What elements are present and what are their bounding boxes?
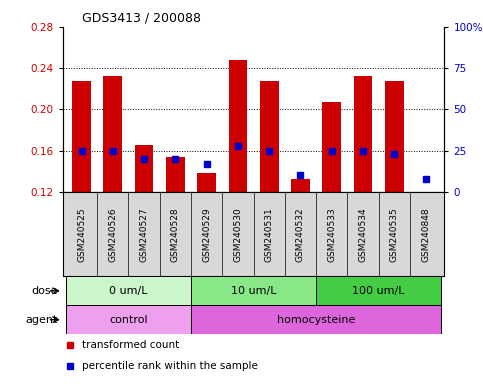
Text: GSM240529: GSM240529 [202, 207, 211, 262]
Bar [228, 60, 247, 192]
Text: GDS3413 / 200088: GDS3413 / 200088 [82, 11, 201, 24]
Text: 0 um/L: 0 um/L [109, 286, 148, 296]
Bar [354, 76, 372, 192]
Text: GSM240526: GSM240526 [108, 207, 117, 262]
Text: GSM240525: GSM240525 [77, 207, 86, 262]
Bar [385, 81, 404, 192]
Text: GSM240848: GSM240848 [421, 207, 430, 262]
Text: 10 um/L: 10 um/L [231, 286, 276, 296]
Bar [135, 144, 154, 192]
Text: dose: dose [31, 286, 58, 296]
Text: GSM240533: GSM240533 [327, 207, 336, 262]
Text: transformed count: transformed count [82, 339, 179, 350]
Bar [191, 276, 316, 305]
Bar [316, 276, 441, 305]
Bar [103, 76, 122, 192]
Bar [416, 192, 435, 194]
Text: percentile rank within the sample: percentile rank within the sample [82, 361, 258, 371]
Text: control: control [109, 314, 148, 325]
Text: GSM240528: GSM240528 [171, 207, 180, 262]
Text: GSM240531: GSM240531 [265, 207, 274, 262]
Text: agent: agent [26, 314, 58, 325]
Text: GSM240527: GSM240527 [140, 207, 149, 262]
Bar [66, 276, 191, 305]
Text: GSM240534: GSM240534 [358, 207, 368, 262]
Bar [166, 157, 185, 192]
Bar [197, 174, 216, 192]
Bar [191, 305, 441, 334]
Text: GSM240532: GSM240532 [296, 207, 305, 262]
Bar [322, 102, 341, 192]
Text: GSM240535: GSM240535 [390, 207, 399, 262]
Bar [66, 305, 191, 334]
Text: GSM240530: GSM240530 [233, 207, 242, 262]
Bar [72, 81, 91, 192]
Text: homocysteine: homocysteine [277, 314, 355, 325]
Bar [260, 81, 279, 192]
Bar [291, 179, 310, 192]
Text: 100 um/L: 100 um/L [353, 286, 405, 296]
